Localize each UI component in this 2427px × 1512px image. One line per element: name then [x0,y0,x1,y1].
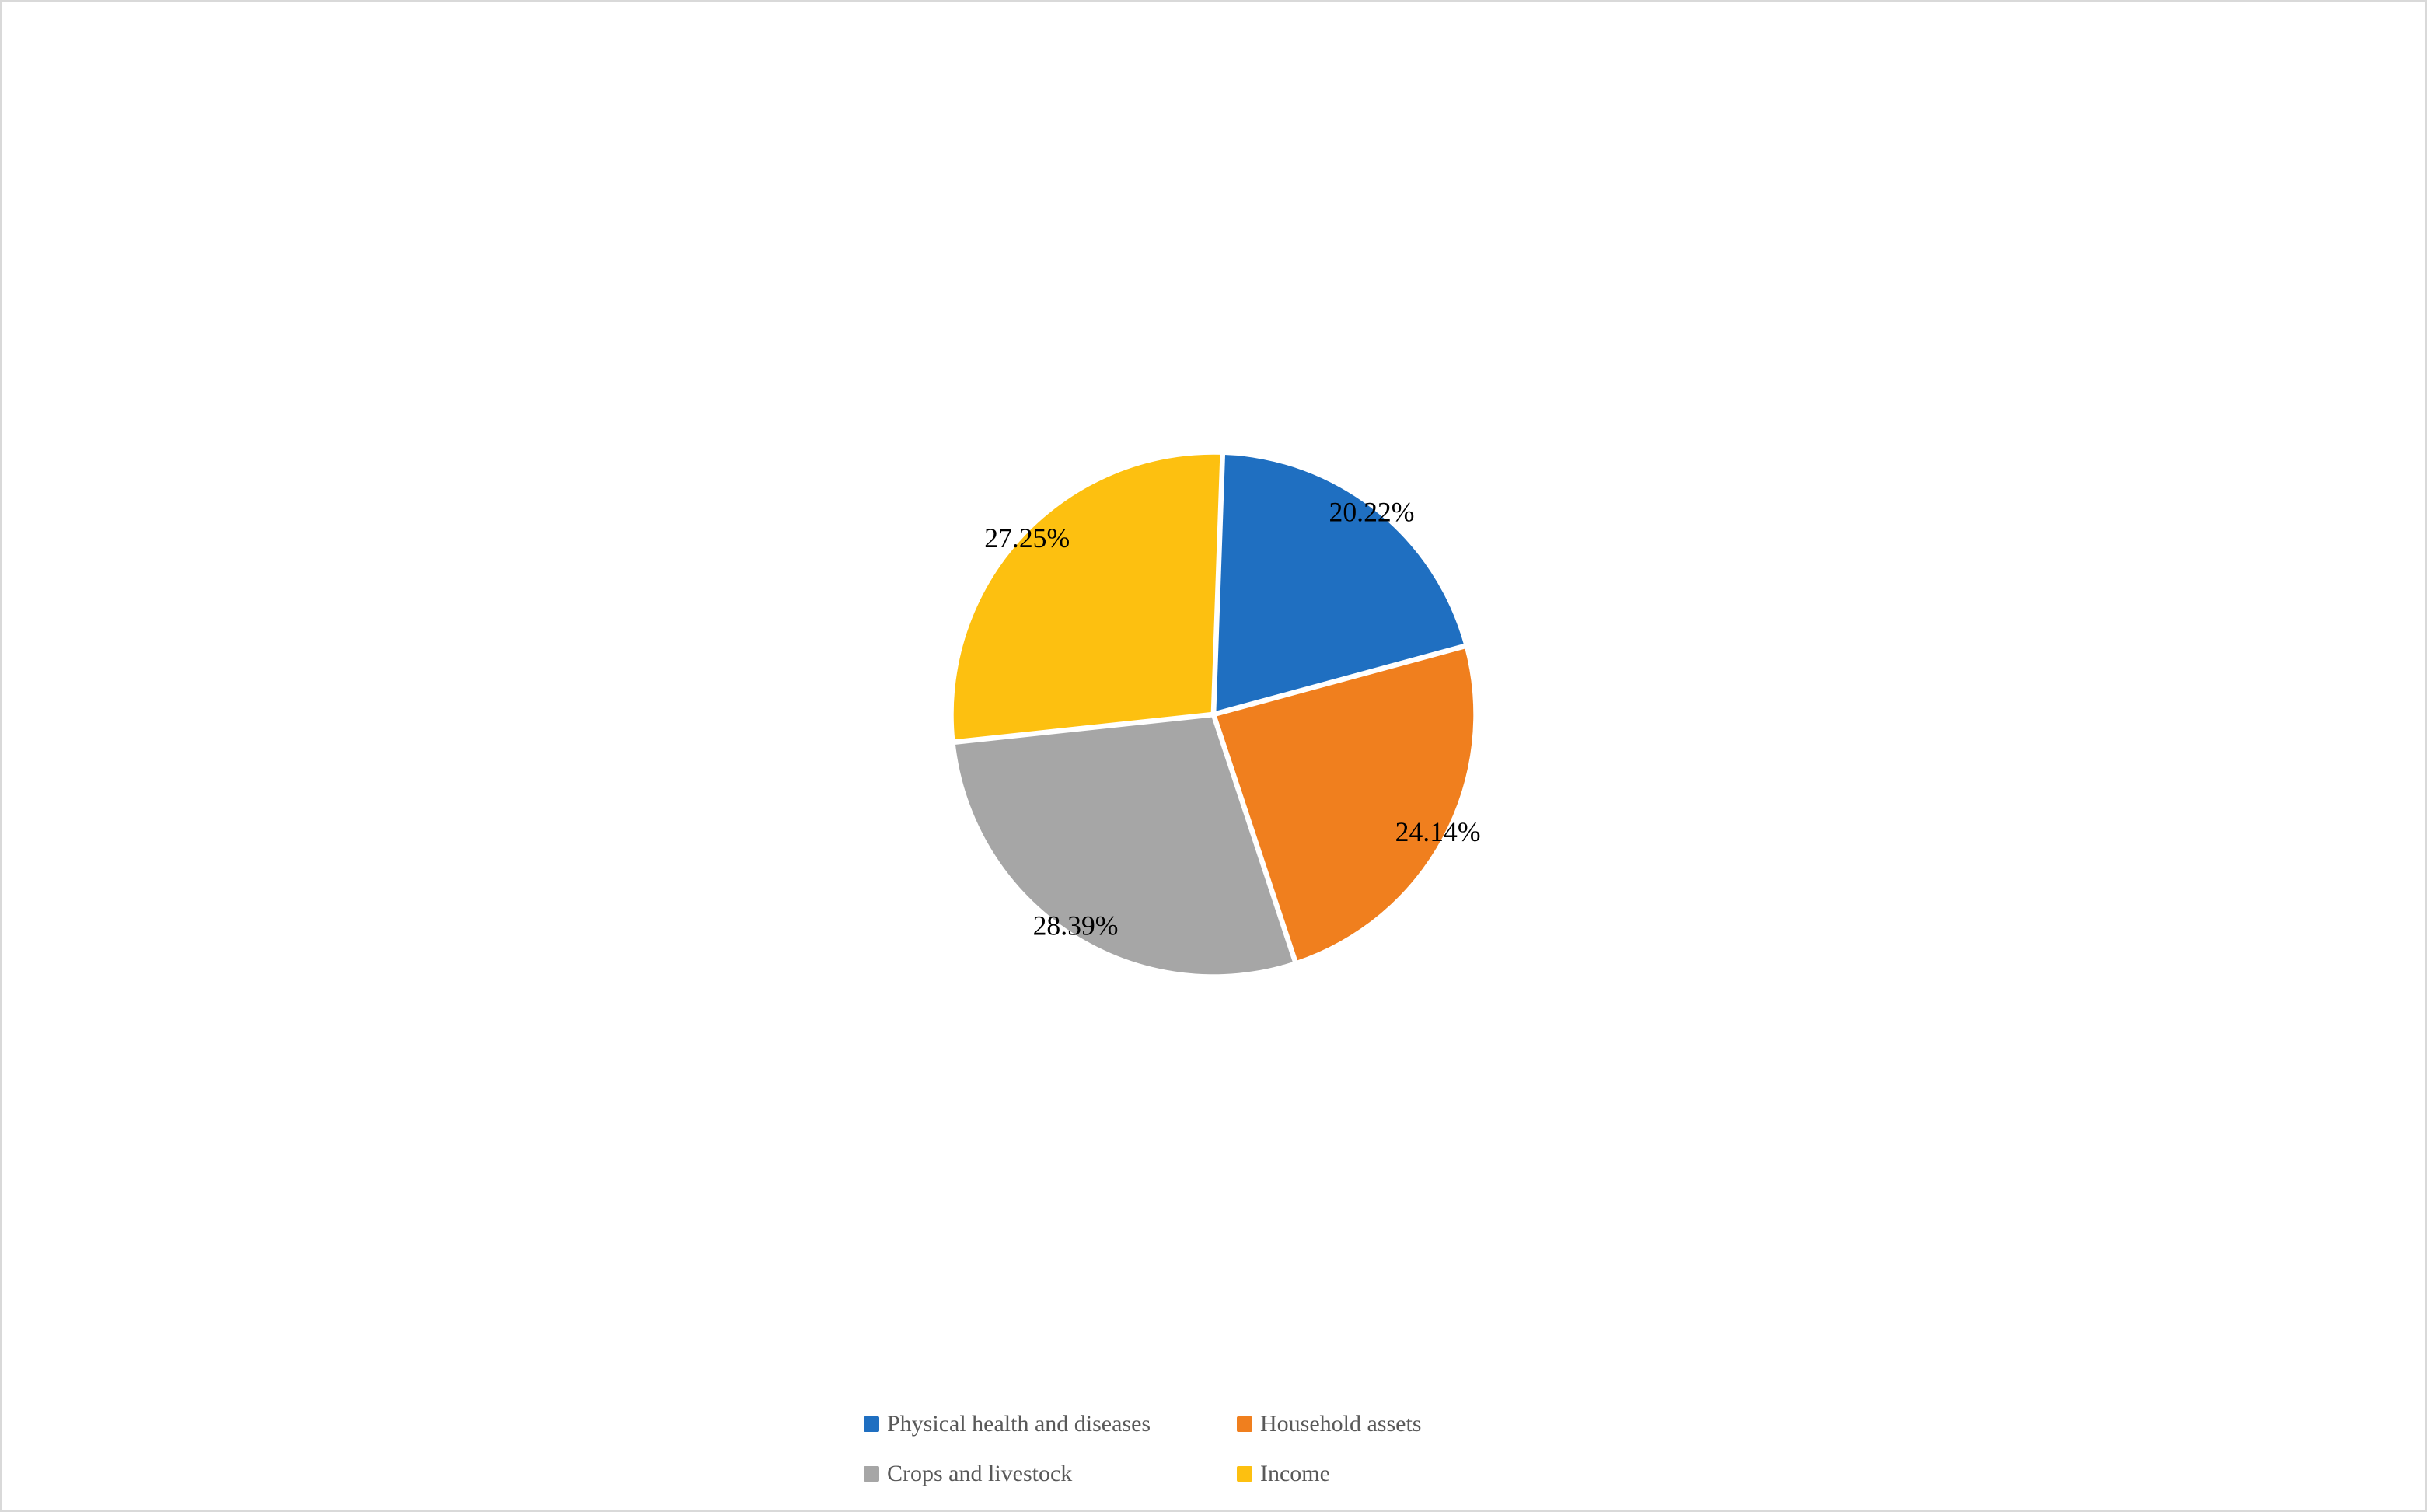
chart-legend: Physical health and diseases Household as… [864,1411,1563,1487]
chart-frame: 20.22% 24.14% 28.39% 27.25% Physical health… [0,0,2427,1512]
legend-label: Household assets [1260,1411,1421,1437]
legend-swatch [864,1416,879,1432]
legend-item: Income [1237,1461,1330,1487]
legend-swatch [1237,1416,1252,1432]
legend-label: Income [1260,1461,1330,1487]
legend-item: Household assets [1237,1411,1421,1437]
legend-item: Physical health and diseases [864,1411,1151,1437]
pie-chart-container: 20.22% 24.14% 28.39% 27.25% [864,33,1563,1395]
pie-chart: 20.22% 24.14% 28.39% 27.25% [864,411,1563,1018]
pie-slice [954,454,1223,742]
pie-slice-label: 20.22% [1329,496,1415,527]
pie-slice-label: 24.14% [1395,816,1481,847]
legend-swatch [1237,1466,1252,1482]
legend-label: Physical health and diseases [887,1411,1151,1437]
legend-label: Crops and livestock [887,1461,1072,1487]
pie-slice-label: 27.25% [984,522,1070,553]
legend-swatch [864,1466,879,1482]
legend-item: Crops and livestock [864,1461,1072,1487]
pie-slice-label: 28.39% [1033,910,1119,941]
